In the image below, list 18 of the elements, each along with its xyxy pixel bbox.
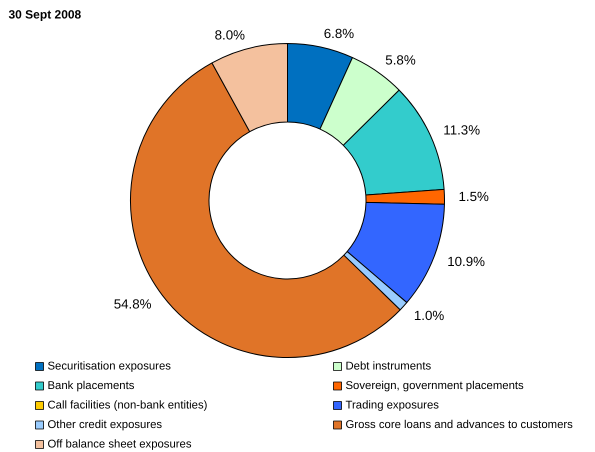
legend-label: Gross core loans and advances to customers	[346, 419, 574, 431]
data-label: 1.0%	[414, 308, 444, 324]
data-label: 54.8%	[114, 296, 152, 312]
legend-label: Debt instruments	[346, 360, 432, 372]
data-label: 10.9%	[447, 254, 486, 270]
data-label: 11.3%	[443, 122, 480, 138]
chart-title: 30 Sept 2008	[8, 8, 82, 22]
legend-label: Other credit exposures	[48, 419, 162, 431]
legend-label: Sovereign, government placements	[346, 380, 524, 392]
legend-label: Off balance sheet exposures	[48, 438, 192, 450]
legend-label: Securitisation exposures	[48, 360, 172, 372]
legend-label: Bank placements	[48, 380, 135, 392]
data-label: 1.5%	[458, 188, 489, 204]
data-label: 6.8%	[324, 26, 354, 41]
data-label: 5.8%	[385, 52, 416, 68]
legend-label: Trading exposures	[346, 400, 440, 412]
data-label: 8.0%	[214, 27, 246, 42]
legend-label: Call facilities (non-bank entities)	[48, 400, 208, 412]
